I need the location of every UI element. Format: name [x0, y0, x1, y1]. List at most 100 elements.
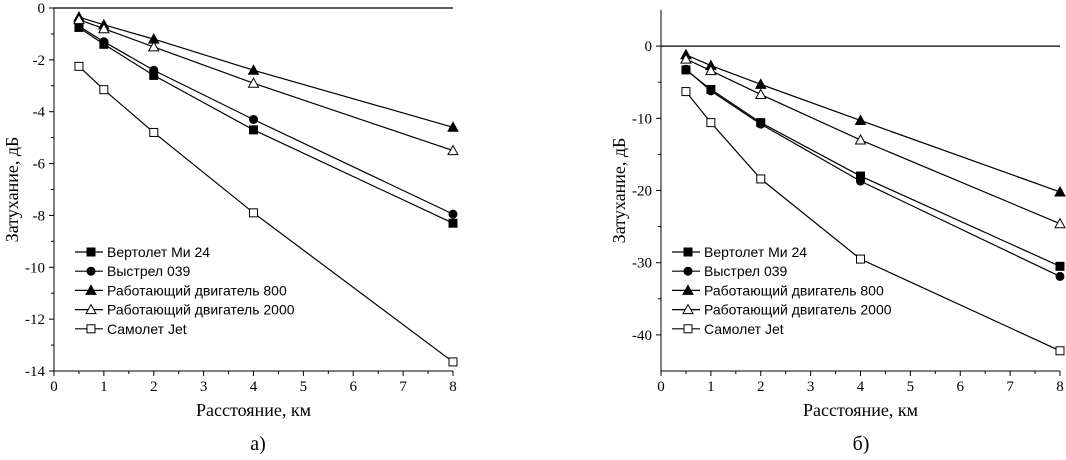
data-point [448, 218, 458, 228]
x-tick-label: 0 [657, 379, 665, 395]
x-tick-label: 5 [300, 379, 308, 395]
data-point [149, 65, 159, 75]
legend-label: Выстрел 039 [704, 263, 788, 279]
chart-panel-a: 0 1 2 3 4 5 6 7 8 0 -2 -4 -6 -8 -10 -12 -14 Расстояние, к… [2, 1, 459, 455]
legend-marker [85, 303, 97, 315]
x-axis-title: Расстояние, км [803, 400, 918, 420]
y-tick-label: -6 [33, 157, 46, 173]
y-tick-label: -8 [33, 208, 46, 224]
data-point [98, 22, 110, 34]
x-tick-label: 8 [1056, 379, 1064, 395]
legend-marker [682, 284, 694, 295]
data-point [681, 87, 691, 97]
data-point [854, 133, 867, 145]
series-2 [681, 64, 1065, 281]
legend-label: Выстрел 039 [107, 263, 191, 279]
legend: Вертолет Ми 24 Выстрел 039 Работающий двиг… [75, 244, 295, 337]
x-axis-title: Расстояние, км [196, 400, 311, 420]
series-line [685, 54, 1061, 193]
legend: Вертолет Ми 24 Выстрел 039 Работающий двиг… [672, 244, 892, 337]
data-point [99, 37, 109, 47]
data-point [754, 88, 767, 99]
legend-marker [683, 247, 693, 257]
series-1 [681, 65, 1065, 271]
data-point [680, 53, 692, 64]
data-point [856, 176, 865, 186]
x-tick-label: 7 [1006, 379, 1014, 395]
y-tick-label: -20 [632, 184, 652, 200]
data-point [1055, 271, 1065, 281]
legend-label: Самолет Jet [107, 321, 187, 337]
legend-label: Работающий двигатель 800 [107, 282, 287, 298]
x-tick-label: 7 [399, 379, 407, 395]
data-point [249, 125, 258, 135]
legend-marker [682, 303, 694, 315]
x-tick-label: 3 [200, 379, 208, 395]
series-line [685, 58, 1061, 225]
y-axis-title: Затухание, дБ [609, 138, 629, 244]
legend-marker [86, 324, 96, 334]
data-point [447, 144, 459, 156]
series-3 [680, 48, 1066, 197]
data-point [247, 77, 260, 88]
data-point [756, 119, 766, 129]
data-point [249, 114, 258, 124]
legend-label: Самолет Jet [704, 321, 784, 337]
data-point [756, 174, 766, 184]
data-point [247, 64, 260, 75]
chart-panel-b: 0 1 2 3 4 5 6 7 8 0 -10 -20 -30 -40 Расстояние, км Зату… [609, 10, 1066, 455]
data-point [74, 61, 84, 71]
legend-marker [683, 266, 693, 276]
legend-label: Вертолет Ми 24 [704, 244, 807, 260]
series-line [78, 25, 454, 215]
y-tick-label: -4 [33, 105, 46, 121]
panel-label: б) [853, 433, 870, 455]
data-point [149, 127, 159, 137]
data-point [754, 78, 767, 89]
data-point [705, 64, 717, 76]
x-tick-label: 2 [757, 379, 765, 395]
x-tick-label: 4 [857, 379, 865, 395]
y-tick-label: -10 [25, 260, 45, 276]
x-tick-label: 3 [807, 379, 815, 395]
data-point [249, 208, 258, 218]
data-point [448, 357, 458, 367]
data-point [99, 85, 109, 95]
data-point [681, 64, 691, 74]
y-tick-label: -30 [632, 256, 652, 272]
series-2 [74, 21, 458, 219]
y-tick-label: -10 [632, 111, 652, 127]
data-point [854, 114, 867, 125]
legend-marker [683, 324, 693, 334]
data-point [1055, 346, 1065, 356]
data-point [1054, 217, 1066, 229]
data-point [73, 13, 85, 25]
data-point [856, 254, 865, 264]
x-tick-label: 0 [50, 379, 58, 395]
series-4 [680, 53, 1066, 229]
y-tick-label: 0 [38, 1, 46, 17]
data-point [706, 86, 716, 96]
y-tick-label: 0 [645, 39, 653, 55]
y-axis-title: Затухание, дБ [2, 137, 22, 243]
series-4 [73, 13, 459, 156]
series-5 [681, 87, 1065, 356]
x-tick-label: 4 [250, 379, 258, 395]
panel-label: а) [250, 433, 266, 455]
y-tick-label: -40 [632, 328, 652, 344]
data-point [1054, 185, 1066, 197]
y-tick-label: -2 [33, 53, 46, 69]
data-point [1055, 261, 1065, 271]
data-point [448, 209, 458, 219]
legend-marker [85, 284, 97, 295]
y-tick-label: -14 [25, 364, 45, 380]
x-tick-label: 1 [100, 379, 108, 395]
legend-label: Работающий двигатель 800 [704, 282, 884, 298]
legend-marker [86, 247, 96, 257]
series-line [78, 16, 454, 128]
series-5 [74, 61, 458, 367]
x-tick-label: 8 [449, 379, 457, 395]
x-tick-label: 6 [350, 379, 358, 395]
y-tick-label: -12 [25, 312, 45, 328]
